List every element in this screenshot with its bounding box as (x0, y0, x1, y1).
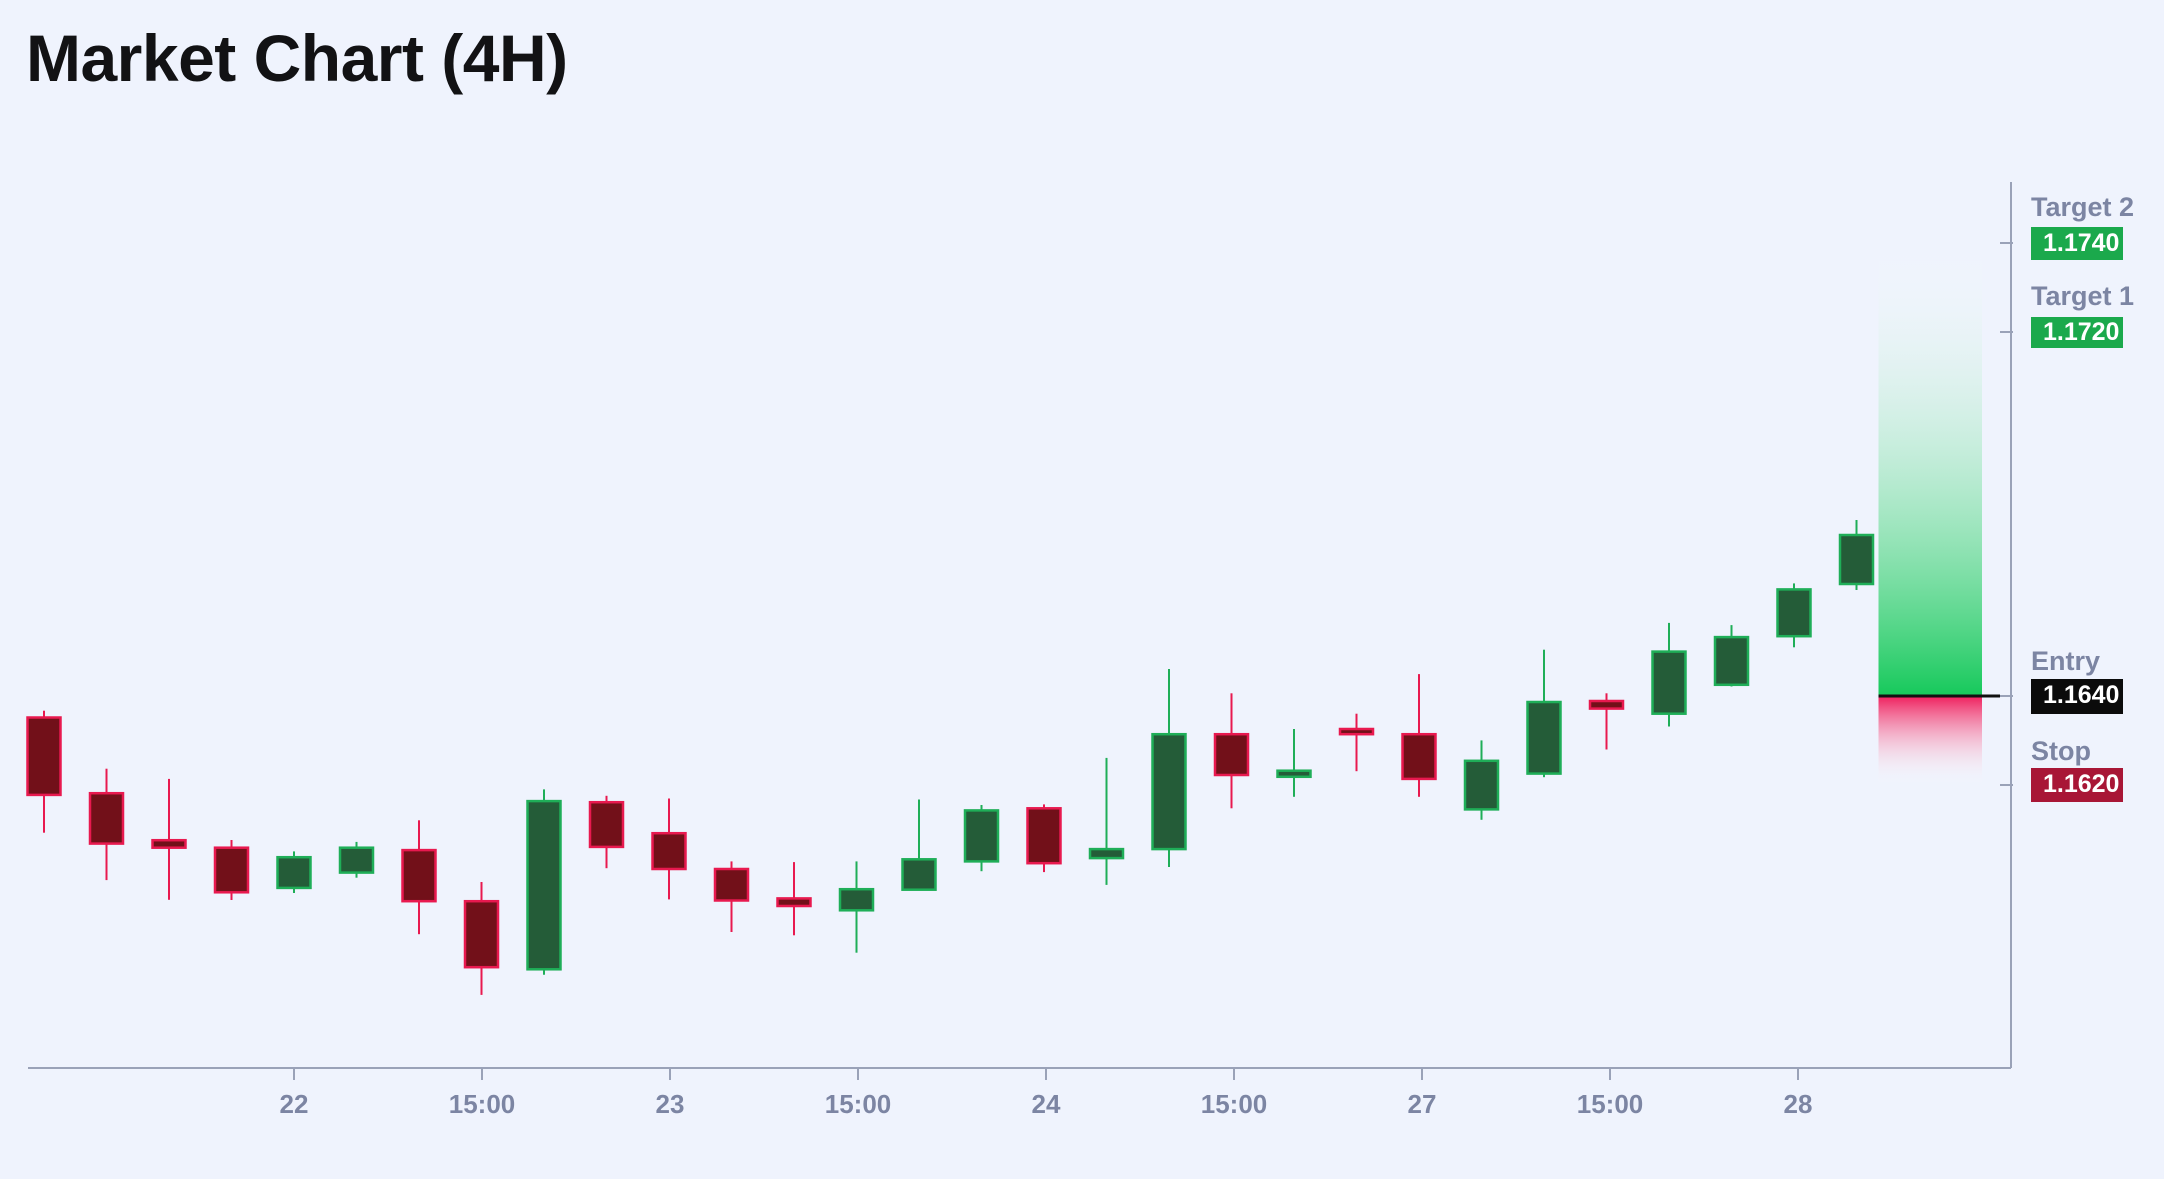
svg-text:24: 24 (1032, 1089, 1061, 1119)
svg-text:28: 28 (1784, 1089, 1813, 1119)
svg-text:Stop: Stop (2031, 736, 2091, 766)
svg-text:27: 27 (1408, 1089, 1437, 1119)
svg-text:15:00: 15:00 (1201, 1089, 1268, 1119)
svg-text:Entry: Entry (2031, 646, 2100, 676)
svg-text:23: 23 (656, 1089, 685, 1119)
svg-text:Target 1: Target 1 (2031, 281, 2134, 311)
svg-text:Target 2: Target 2 (2031, 192, 2134, 222)
svg-text:15:00: 15:00 (825, 1089, 892, 1119)
svg-text:1.1740: 1.1740 (2043, 229, 2119, 257)
svg-text:1.1720: 1.1720 (2043, 318, 2119, 346)
svg-text:1.1640: 1.1640 (2043, 681, 2119, 709)
svg-text:22: 22 (280, 1089, 309, 1119)
svg-text:15:00: 15:00 (1577, 1089, 1644, 1119)
svg-text:15:00: 15:00 (449, 1089, 516, 1119)
svg-text:1.1620: 1.1620 (2043, 770, 2119, 798)
